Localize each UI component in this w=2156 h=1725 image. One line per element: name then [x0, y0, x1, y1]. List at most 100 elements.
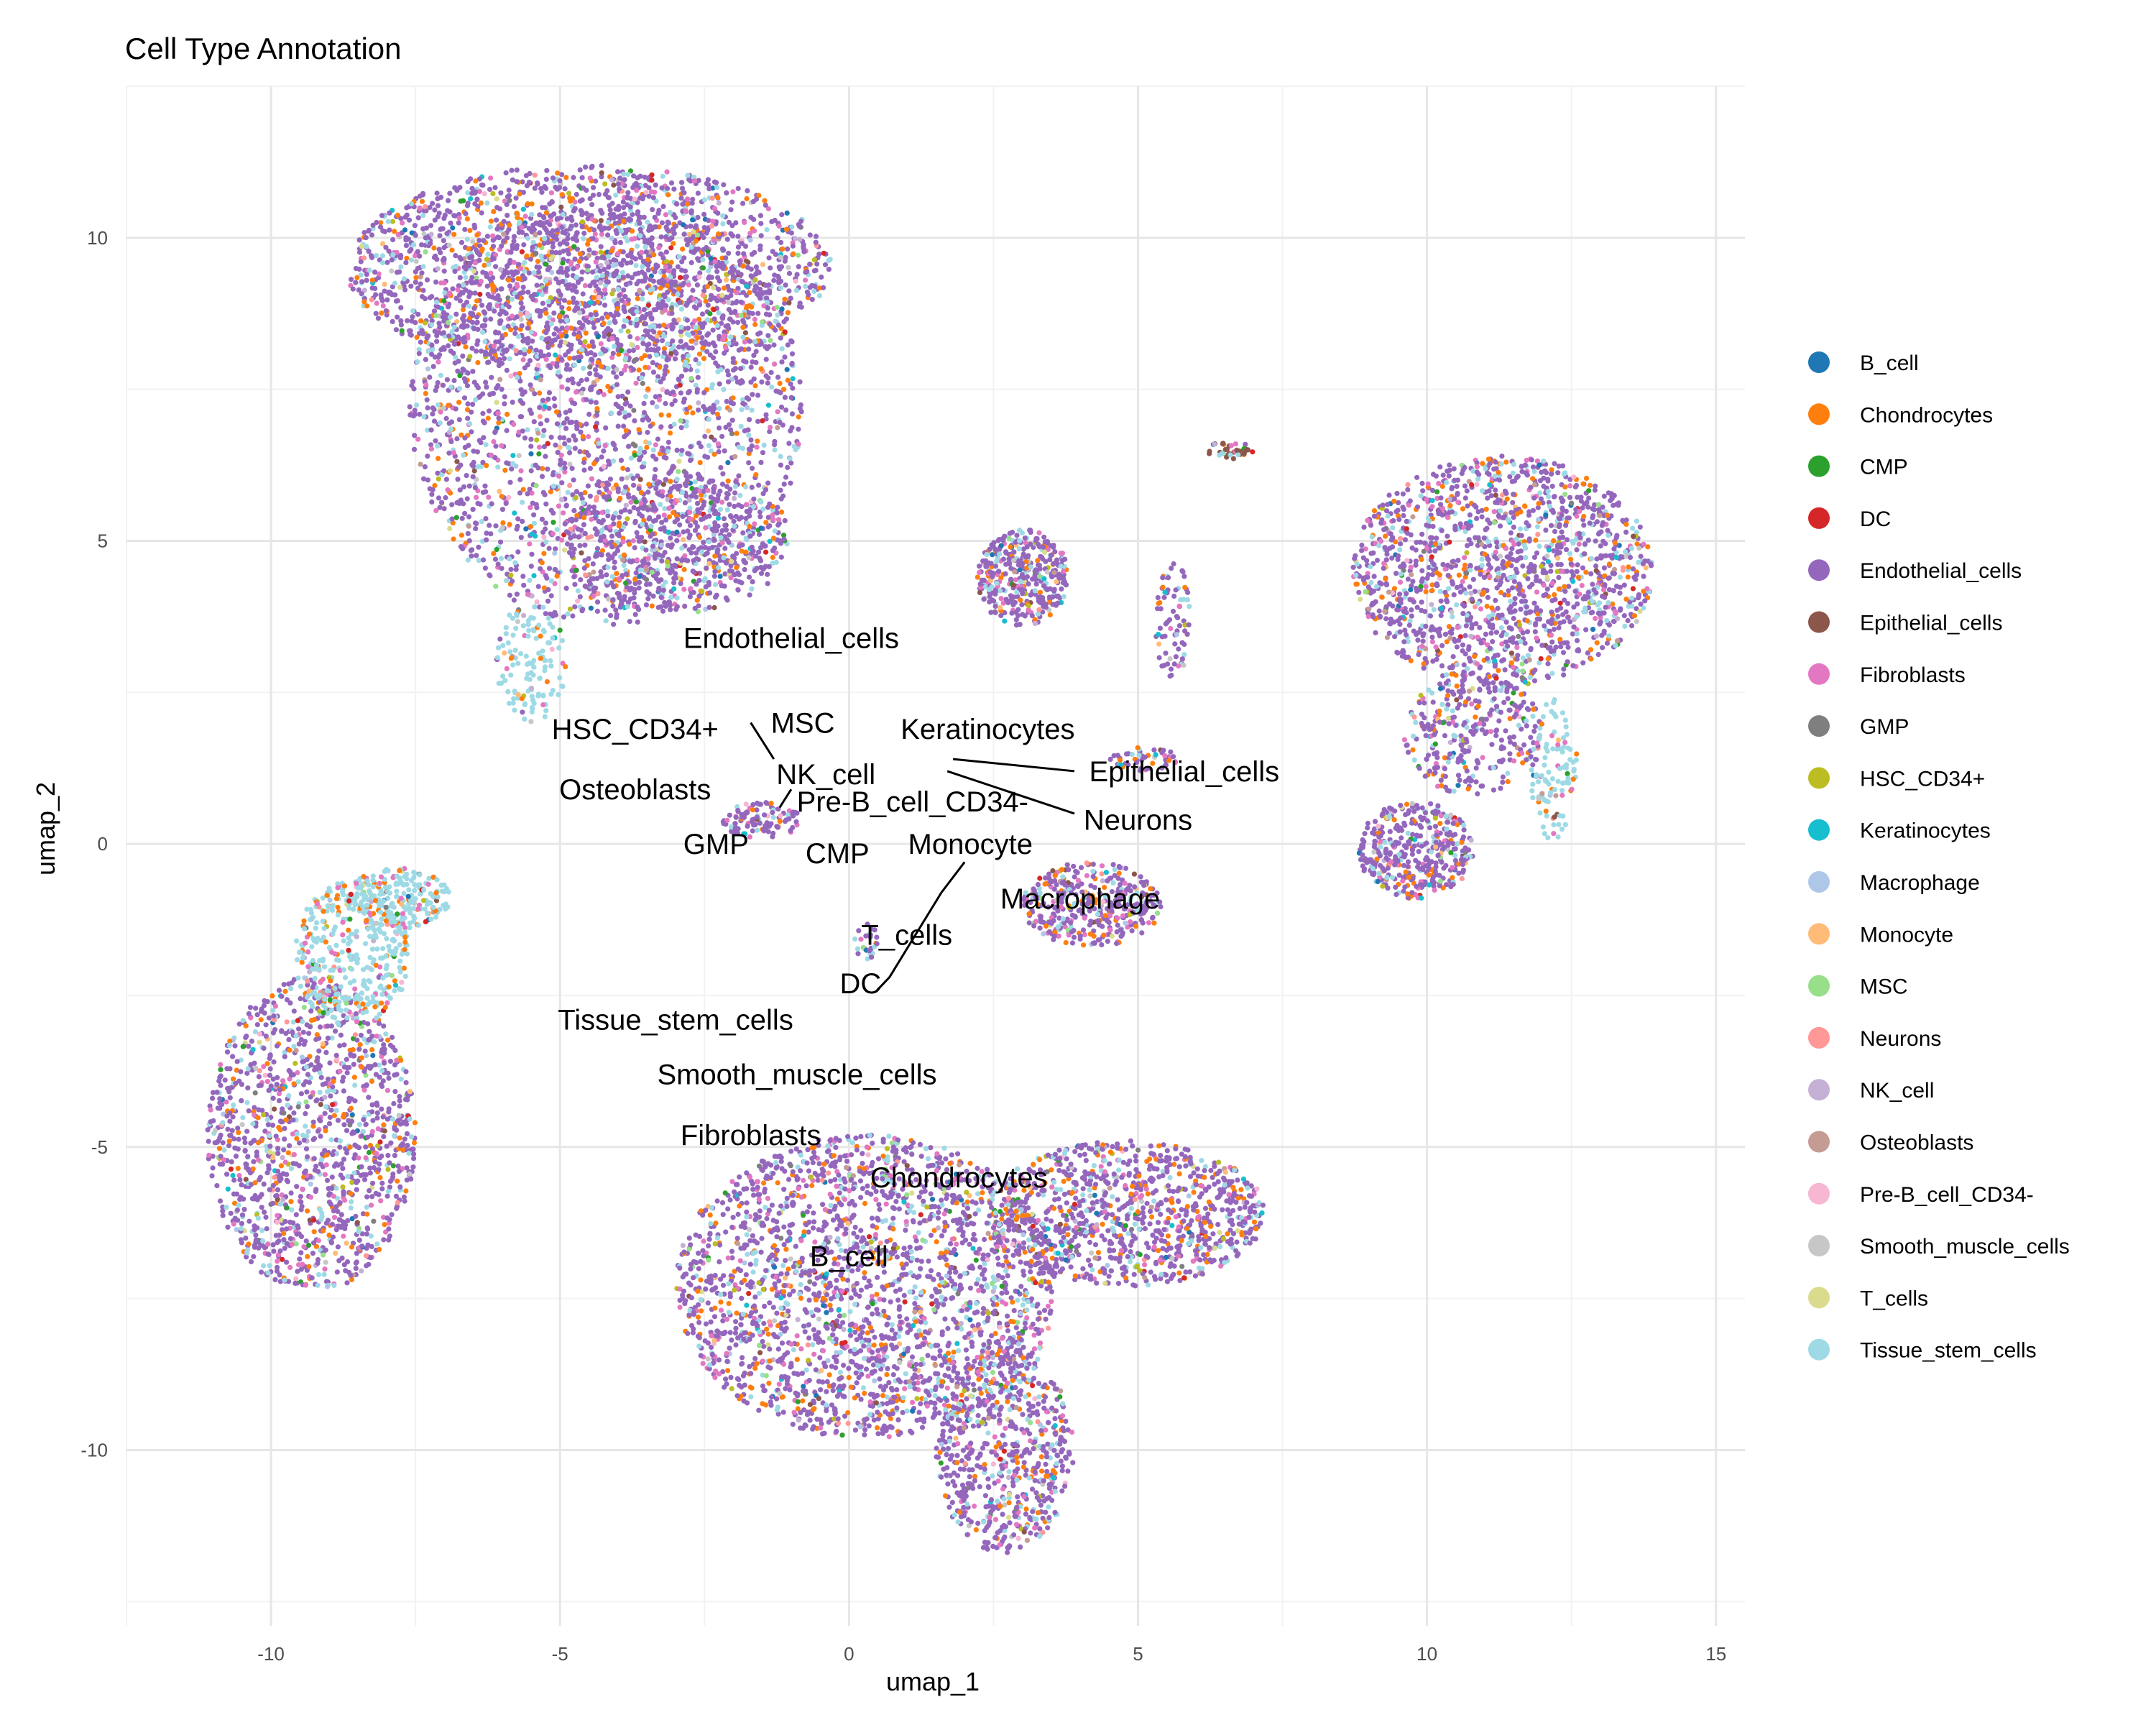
scatter-point [589, 339, 595, 345]
scatter-point [390, 236, 396, 243]
scatter-point [745, 405, 750, 410]
scatter-point [356, 237, 362, 243]
scatter-point [673, 223, 679, 229]
scatter-point [550, 472, 556, 478]
scatter-point [684, 331, 690, 337]
scatter-point [727, 316, 733, 322]
scatter-point [720, 336, 726, 342]
scatter-point [766, 282, 772, 288]
scatter-point [563, 529, 570, 535]
scatter-point [584, 450, 590, 456]
scatter-point [488, 531, 494, 537]
scatter-point [717, 574, 723, 579]
scatter-point [528, 329, 534, 335]
scatter-point [527, 577, 533, 584]
scatter-point [611, 257, 617, 263]
scatter-point [740, 290, 746, 295]
scatter-point [503, 631, 509, 637]
scatter-point [514, 179, 520, 185]
scatter-point [483, 442, 489, 448]
scatter-point [570, 551, 576, 556]
scatter-point [796, 441, 801, 447]
scatter-point [711, 574, 718, 579]
scatter-point [641, 214, 647, 220]
scatter-point [462, 510, 468, 517]
scatter-point [683, 342, 689, 348]
scatter-point [600, 254, 606, 260]
scatter-point [554, 227, 560, 233]
scatter-point [558, 356, 564, 362]
scatter-point [520, 574, 526, 579]
scatter-point [623, 580, 629, 586]
scatter-point [614, 336, 619, 343]
scatter-point [765, 402, 772, 408]
scatter-point [537, 230, 543, 236]
scatter-point [696, 330, 703, 336]
scatter-point [648, 423, 653, 429]
scatter-point [491, 438, 497, 445]
scatter-point [671, 270, 677, 276]
scatter-point [719, 260, 725, 266]
scatter-point [507, 649, 513, 655]
scatter-point [539, 474, 545, 479]
scatter-point [778, 278, 784, 284]
scatter-point [508, 672, 514, 678]
scatter-point [737, 259, 742, 264]
scatter-point [508, 572, 514, 578]
scatter-point [663, 477, 669, 482]
scatter-point [457, 185, 463, 190]
scatter-point [528, 443, 534, 449]
scatter-point [561, 461, 568, 466]
scatter-point [553, 276, 559, 282]
scatter-point [785, 310, 791, 316]
scatter-point [699, 505, 705, 511]
scatter-point [599, 510, 605, 515]
scatter-point [576, 534, 581, 540]
scatter-point [543, 520, 549, 526]
scatter-point [565, 611, 571, 617]
scatter-point [648, 189, 655, 195]
scatter-point [645, 347, 650, 353]
scatter-point [581, 185, 586, 191]
scatter-point [729, 223, 735, 229]
scatter-point [450, 225, 456, 231]
scatter-point [688, 444, 694, 450]
scatter-point [683, 359, 688, 365]
scatter-point [471, 448, 476, 454]
scatter-point [386, 290, 392, 296]
scatter-point [644, 576, 650, 583]
scatter-point [535, 431, 541, 436]
scatter-point [599, 170, 604, 176]
scatter-point [468, 176, 474, 182]
scatter-point [668, 607, 673, 612]
scatter-point [601, 321, 607, 326]
scatter-point [627, 541, 632, 547]
scatter-point [492, 455, 498, 461]
scatter-point [711, 604, 717, 611]
scatter-point [515, 661, 521, 666]
scatter-point [438, 194, 444, 201]
scatter-point [649, 178, 655, 183]
scatter-point [764, 345, 770, 351]
scatter-point [520, 285, 526, 290]
scatter-point [485, 252, 491, 257]
scatter-point [782, 354, 788, 360]
scatter-point [523, 172, 530, 178]
scatter-point [495, 464, 501, 470]
scatter-point [453, 406, 459, 412]
scatter-point [628, 259, 634, 265]
scatter-point [614, 612, 619, 617]
scatter-point [668, 259, 674, 265]
scatter-point [530, 296, 536, 302]
scatter-point [593, 259, 599, 264]
scatter-point [589, 516, 594, 523]
scatter-point [617, 410, 622, 416]
scatter-point [607, 477, 614, 482]
scatter-point [455, 287, 461, 293]
scatter-point [593, 367, 599, 373]
scatter-point [536, 308, 542, 314]
scatter-point [486, 494, 492, 500]
scatter-point [594, 406, 600, 412]
scatter-point [778, 462, 783, 468]
scatter-point [615, 251, 621, 257]
